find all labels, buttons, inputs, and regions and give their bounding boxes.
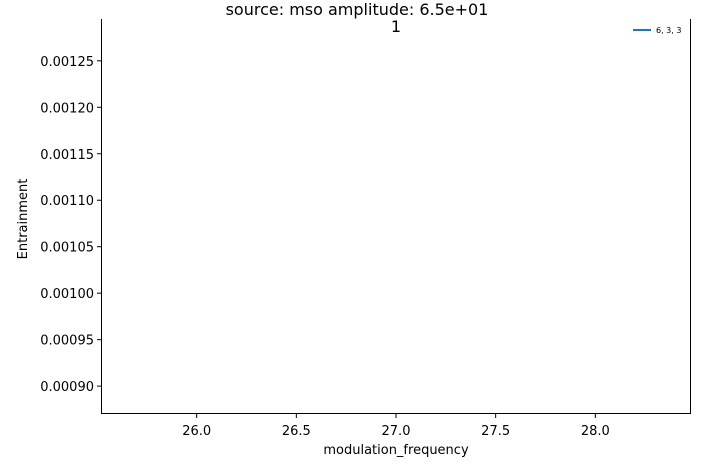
x-tick-label: 26.5 [282,424,311,439]
x-tick-label: 28.0 [581,424,610,439]
legend-label: 6, 3, 3 [656,26,681,35]
chart-subtitle: 1 [391,17,401,36]
x-tick-label: 27.5 [481,424,510,439]
y-axis-label: Entrainment [16,179,31,260]
plot-axes [101,19,691,414]
x-axis-label: modulation_frequency [323,443,469,458]
y-tick-label: 0.00095 [40,334,94,349]
y-tick-label: 0.00120 [40,101,94,116]
y-tick-label: 0.00125 [40,55,94,70]
y-tick-label: 0.00100 [40,287,94,302]
y-tick-label: 0.00090 [40,380,94,395]
y-tick-label: 0.00105 [40,241,94,256]
chart-title: source: mso amplitude: 6.5e+01 [226,0,489,19]
y-tick-label: 0.00115 [40,148,94,163]
legend: 6, 3, 3 [633,26,681,35]
x-tick-label: 26.0 [182,424,211,439]
y-tick-label: 0.00110 [40,194,94,209]
x-tick-label: 27.0 [382,424,411,439]
